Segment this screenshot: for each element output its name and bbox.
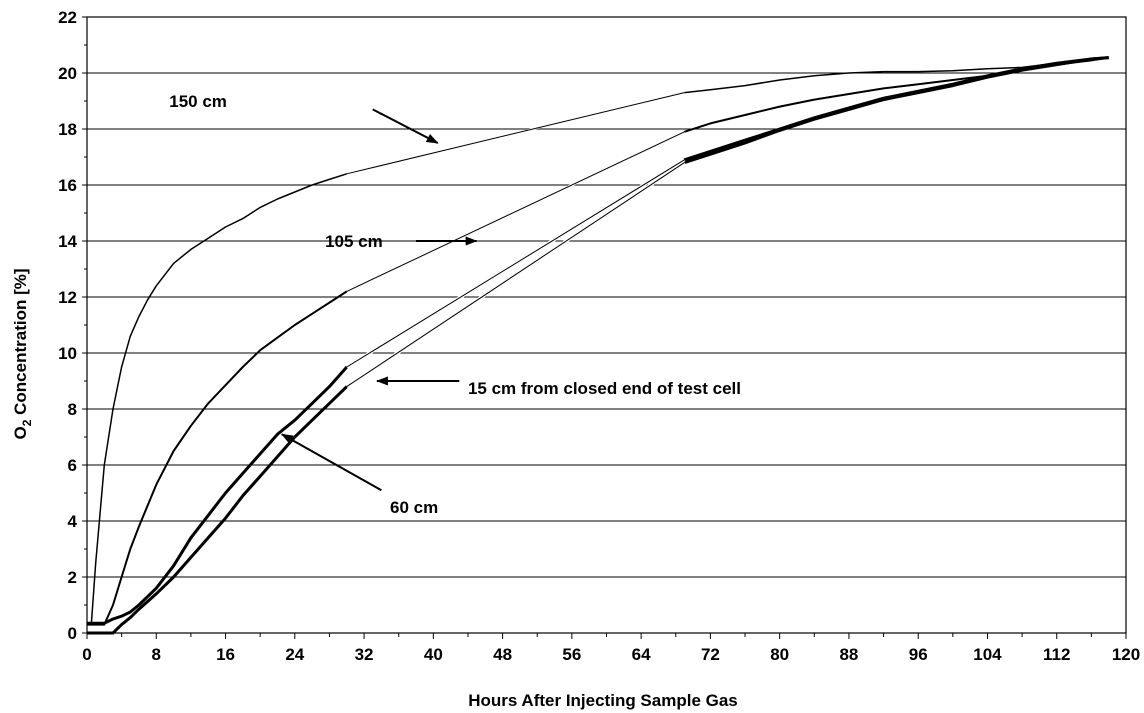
- annotation-label-3: 15 cm from closed end of test cell: [468, 379, 741, 398]
- x-tick-label: 16: [216, 645, 235, 664]
- annotation-label-1: 150 cm: [169, 92, 227, 111]
- x-tick-label: 80: [770, 645, 789, 664]
- y-tick-label: 20: [58, 64, 77, 83]
- y-tick-label: 0: [68, 624, 77, 643]
- plot-frame: [86, 16, 1127, 634]
- x-tick-label: 120: [1112, 645, 1140, 664]
- annotation-label-2: 105 cm: [325, 232, 383, 251]
- gap-line-1: [346, 92, 685, 175]
- y-axis-title: O2 Concentration [%]: [11, 268, 34, 439]
- y-tick-label: 14: [58, 232, 77, 251]
- y-axis-title-sub: 2: [20, 419, 34, 426]
- series-line-4: [87, 56, 1109, 635]
- x-tick-label: 32: [355, 645, 374, 664]
- annotation-arrow-1: [372, 108, 439, 144]
- x-tick-label: 48: [493, 645, 512, 664]
- y-tick-label: 12: [58, 288, 77, 307]
- y-axis-title-main: O: [11, 426, 30, 439]
- y-tick-label: 22: [58, 8, 77, 27]
- x-tick-label: 56: [562, 645, 581, 664]
- y-tick-label: 10: [58, 344, 77, 363]
- x-tick-label: 24: [285, 645, 304, 664]
- series-line-1: [87, 56, 1109, 626]
- y-axis-title-rest: Concentration [%]: [11, 268, 30, 419]
- gap-line-3: [346, 159, 685, 368]
- annotation-label-4: 60 cm: [390, 498, 438, 517]
- x-tick-label: 104: [973, 645, 1002, 664]
- x-tick-label: 88: [839, 645, 858, 664]
- y-tick-label: 6: [68, 456, 77, 475]
- x-tick-label: 8: [152, 645, 161, 664]
- y-tick-label: 2: [68, 568, 77, 587]
- x-tick-label: 72: [701, 645, 720, 664]
- annotation-arrow-4: [280, 433, 382, 492]
- x-tick-label: 0: [82, 645, 91, 664]
- y-tick-label: 18: [58, 120, 77, 139]
- gap-line-2: [346, 131, 685, 292]
- y-tick-label: 4: [68, 512, 78, 531]
- series-line-3: [87, 56, 1109, 625]
- x-tick-label: 40: [424, 645, 443, 664]
- x-tick-label: 64: [632, 645, 651, 664]
- x-axis-title: Hours After Injecting Sample Gas: [468, 691, 738, 710]
- series-line-2: [87, 56, 1109, 626]
- x-tick-label: 112: [1043, 645, 1070, 664]
- gap-line-4: [346, 162, 685, 388]
- y-tick-label: 16: [58, 176, 77, 195]
- x-tick-label: 96: [909, 645, 928, 664]
- y-tick-label: 8: [68, 400, 77, 419]
